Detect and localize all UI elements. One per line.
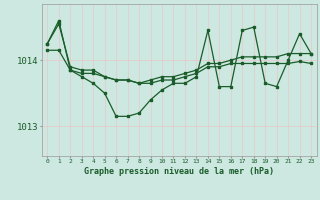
X-axis label: Graphe pression niveau de la mer (hPa): Graphe pression niveau de la mer (hPa) [84,167,274,176]
